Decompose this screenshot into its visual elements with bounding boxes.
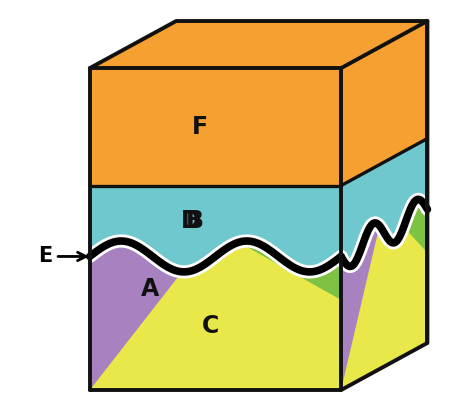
Text: D: D <box>181 209 200 233</box>
Polygon shape <box>341 21 428 390</box>
Polygon shape <box>341 139 428 266</box>
Text: C: C <box>202 314 219 338</box>
Polygon shape <box>90 68 341 186</box>
Polygon shape <box>341 21 428 186</box>
Polygon shape <box>90 68 341 390</box>
Text: B: B <box>186 209 204 233</box>
Polygon shape <box>341 205 428 390</box>
Text: E: E <box>38 247 86 266</box>
Polygon shape <box>90 186 341 272</box>
Text: F: F <box>192 115 209 139</box>
Text: A: A <box>141 277 159 300</box>
Polygon shape <box>341 205 385 390</box>
Polygon shape <box>90 21 428 68</box>
Polygon shape <box>90 229 217 390</box>
Polygon shape <box>90 229 341 390</box>
